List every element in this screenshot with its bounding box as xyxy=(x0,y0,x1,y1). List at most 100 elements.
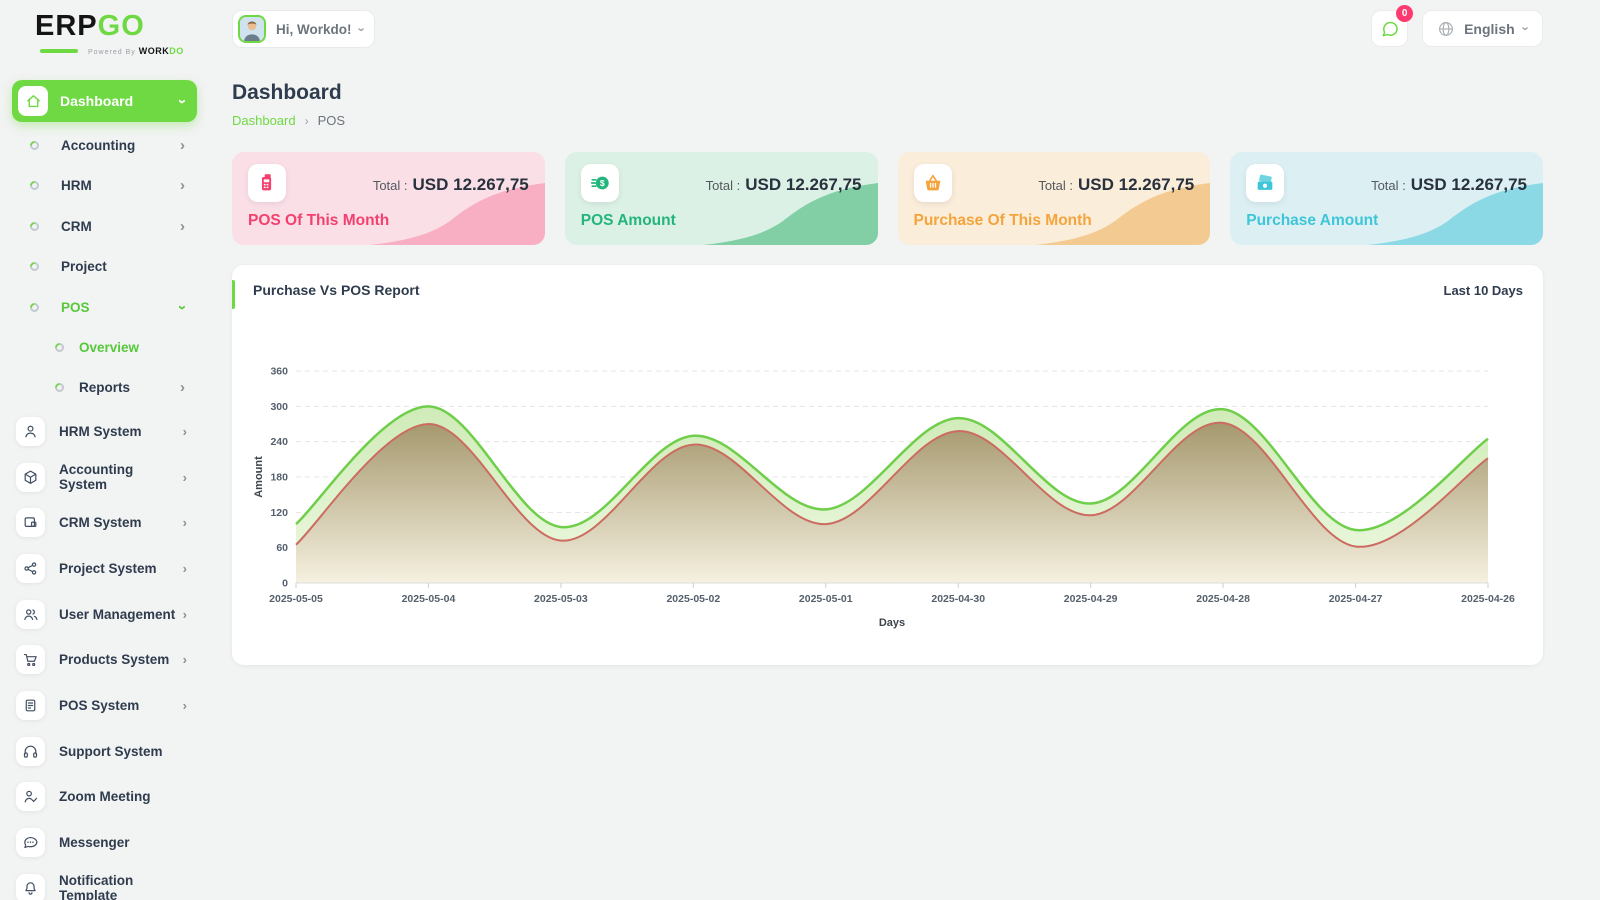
language-label: English xyxy=(1464,20,1515,37)
svg-text:2025-04-27: 2025-04-27 xyxy=(1329,593,1383,605)
topbar-actions: 0 English › xyxy=(1371,5,1543,47)
bell-icon xyxy=(16,873,45,900)
svg-text:2025-04-28: 2025-04-28 xyxy=(1196,593,1250,605)
bullet-icon xyxy=(28,260,41,274)
card-amount: USD 12.267,75 xyxy=(1410,175,1527,194)
sidebar-item-pos[interactable]: POS › xyxy=(12,287,197,328)
sidebar-item-label: Support System xyxy=(59,743,163,759)
svg-text:180: 180 xyxy=(270,472,288,484)
svg-text:2025-05-02: 2025-05-02 xyxy=(666,593,720,605)
main-content: Hi, Workdo! › 0 English › Dashboard Dash… xyxy=(205,0,1600,900)
sidebar-item-label: User Management xyxy=(59,606,176,622)
chevron-right-icon: › xyxy=(180,177,185,195)
chevron-right-icon: › xyxy=(182,560,187,576)
sidebar-systems: HRM System › Accounting System › CRM Sys… xyxy=(12,409,197,900)
dollar-coin-icon: $ xyxy=(580,164,619,202)
card-title: Purchase Of This Month xyxy=(913,212,1092,229)
svg-text:Days: Days xyxy=(879,617,905,629)
logo-accent: GO xyxy=(97,10,145,42)
svg-text:2025-04-30: 2025-04-30 xyxy=(931,593,985,605)
stat-card-purchase-of-this-month: Total : USD 12.267,75 Purchase Of This Mo… xyxy=(897,152,1211,245)
sidebar-item-notification-template[interactable]: Notification Template xyxy=(12,865,197,900)
avatar xyxy=(238,15,266,43)
sidebar-item-label: Products System xyxy=(59,652,170,668)
chevron-right-icon: › xyxy=(180,136,185,154)
pos-terminal-icon xyxy=(248,164,286,202)
chevron-right-icon: › xyxy=(182,423,187,439)
bullet-icon xyxy=(28,300,41,314)
sidebar-item-hrm-system[interactable]: HRM System › xyxy=(12,409,197,455)
breadcrumb: Dashboard › POS xyxy=(232,113,1543,128)
chevron-right-icon: › xyxy=(180,217,185,235)
sidebar-item-crm-system[interactable]: CRM System › xyxy=(12,500,197,546)
svg-text:2025-05-03: 2025-05-03 xyxy=(534,593,588,605)
chevron-right-icon: › xyxy=(180,379,185,396)
card-total: Total : USD 12.267,75 xyxy=(705,175,862,194)
sidebar-item-messenger[interactable]: Messenger xyxy=(12,820,197,866)
messages-button[interactable]: 0 xyxy=(1371,5,1414,47)
chevron-right-icon: › xyxy=(182,697,187,713)
logo-primary: ERP xyxy=(35,10,98,42)
sidebar-item-label: Messenger xyxy=(59,835,130,851)
wave-decoration xyxy=(1035,183,1211,245)
stat-card-pos-of-this-month: Total : USD 12.267,75 POS Of This Month xyxy=(232,152,545,245)
sidebar-item-accounting[interactable]: Accounting › xyxy=(12,125,197,166)
svg-text:2025-05-05: 2025-05-05 xyxy=(269,593,323,605)
area-chart: 0 60 120 180 240 300 360 2025-05-05 2025-05-04 20… xyxy=(253,366,1515,630)
language-selector[interactable]: English › xyxy=(1422,10,1543,47)
card-amount: USD 12.267,75 xyxy=(412,175,529,194)
sidebar-item-dashboard[interactable]: Dashboard › xyxy=(12,80,197,122)
chat-icon xyxy=(16,828,45,858)
globe-icon xyxy=(1439,21,1454,36)
stat-card-purchase-amount: Total : USD 12.267,75 Purchase Amount xyxy=(1230,152,1543,245)
sidebar-item-accounting-system[interactable]: Accounting System › xyxy=(12,454,197,500)
sidebar-item-pos-reports[interactable]: Reports › xyxy=(12,368,197,408)
svg-text:360: 360 xyxy=(270,366,288,378)
svg-text:2025-04-26: 2025-04-26 xyxy=(1461,593,1515,605)
sidebar-item-label: Accounting xyxy=(61,137,136,153)
page-title: Dashboard xyxy=(232,81,342,104)
sidebar-item-pos-overview[interactable]: Overview xyxy=(12,328,197,368)
bullet-icon xyxy=(28,219,41,233)
chevron-right-icon: › xyxy=(182,606,187,622)
breadcrumb-dashboard-link[interactable]: Dashboard xyxy=(232,113,296,128)
users-icon xyxy=(16,599,45,629)
banknote-icon xyxy=(1246,164,1285,202)
card-total: Total : USD 12.267,75 xyxy=(1371,175,1527,194)
svg-text:60: 60 xyxy=(276,542,288,554)
sidebar-item-project-system[interactable]: Project System › xyxy=(12,546,197,592)
svg-text:2025-05-01: 2025-05-01 xyxy=(799,593,853,605)
home-icon xyxy=(18,86,48,116)
sidebar-item-support-system[interactable]: Support System xyxy=(12,728,197,774)
sidebar-item-label: POS xyxy=(61,299,90,315)
message-bubble-icon xyxy=(1382,21,1398,36)
sidebar-item-label: Zoom Meeting xyxy=(59,789,151,805)
sidebar-item-crm[interactable]: CRM › xyxy=(12,206,197,247)
share-icon xyxy=(16,553,45,583)
breadcrumb-current: POS xyxy=(317,113,346,128)
chevron-down-icon: › xyxy=(174,98,191,104)
chart-range-label: Last 10 Days xyxy=(1443,282,1524,298)
chevron-right-icon: › xyxy=(182,515,187,531)
svg-text:300: 300 xyxy=(270,401,288,413)
svg-text:0: 0 xyxy=(282,578,288,590)
chevron-down-icon: › xyxy=(354,26,370,32)
chevron-right-icon: › xyxy=(182,652,187,668)
sidebar-item-zoom-meeting[interactable]: Zoom Meeting xyxy=(12,774,197,820)
sidebar-item-products-system[interactable]: Products System › xyxy=(12,637,197,683)
user-menu-button[interactable]: Hi, Workdo! › xyxy=(232,10,375,48)
sidebar-item-pos-system[interactable]: POS System › xyxy=(12,683,197,729)
sidebar-item-hrm[interactable]: HRM › xyxy=(12,166,197,207)
topbar: Hi, Workdo! › 0 English › xyxy=(232,5,1543,58)
basket-icon xyxy=(913,164,952,202)
sidebar-item-label: HRM xyxy=(61,178,92,194)
brand-logo[interactable]: ERPGO Powered By WORKDO xyxy=(12,10,197,68)
svg-text:$: $ xyxy=(600,178,605,188)
sidebar-item-user-management[interactable]: User Management › xyxy=(12,591,197,637)
card-total: Total : USD 12.267,75 xyxy=(1038,175,1195,194)
sidebar-item-project[interactable]: Project xyxy=(12,247,197,288)
sidebar-item-label: Notification Template xyxy=(59,873,134,900)
sidebar-item-label: Accounting System xyxy=(59,462,134,493)
svg-text:120: 120 xyxy=(270,507,288,519)
